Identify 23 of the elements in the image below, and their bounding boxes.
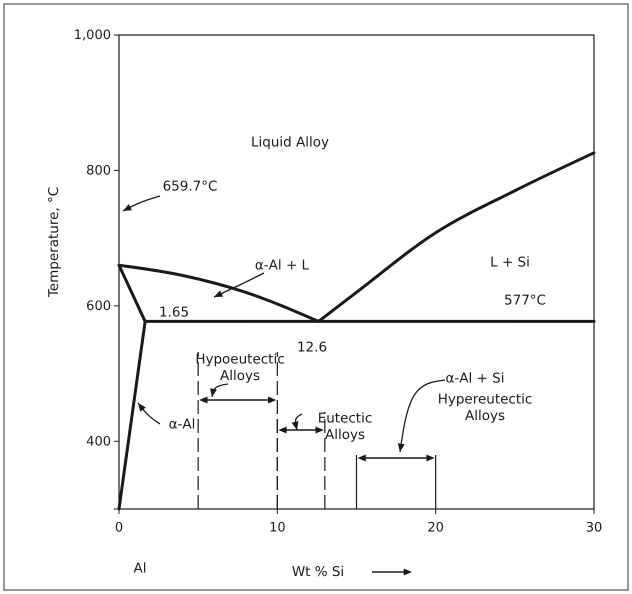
text: Al <box>134 560 146 577</box>
y-tick-label: 600 <box>86 299 111 314</box>
annotation: 659.7°C <box>162 178 218 195</box>
annotation: Hypoeutectic Alloys <box>195 352 285 384</box>
annotation: Eutectic Alloys <box>318 410 372 443</box>
x-tick-label: 0 <box>114 520 124 536</box>
y-tick-label: 400 <box>86 434 111 450</box>
annotation: 12.6 <box>296 340 328 356</box>
x-tick-label: 20 <box>427 520 444 536</box>
annotation: Hypereutectic Alloys <box>438 392 532 424</box>
y-tick-label: 1,000 <box>74 28 111 44</box>
y-tick-label: 800 <box>86 164 111 179</box>
annotation: Liquid Alloy <box>251 134 330 151</box>
annotation: 1.65 <box>158 304 190 321</box>
annotation: α-Al + L <box>254 258 310 274</box>
annotation: α-Al + Si <box>446 370 504 387</box>
x-tick-label: 30 <box>586 520 602 536</box>
annotation: L + Si <box>490 254 530 271</box>
y-axis-title: Temperature, °C <box>46 186 62 298</box>
x-tick-label: 10 <box>269 520 286 536</box>
x-axis-title: Wt % Si <box>292 564 344 580</box>
annotation: α-Al <box>168 416 196 433</box>
annotation: 577°C <box>504 292 546 309</box>
